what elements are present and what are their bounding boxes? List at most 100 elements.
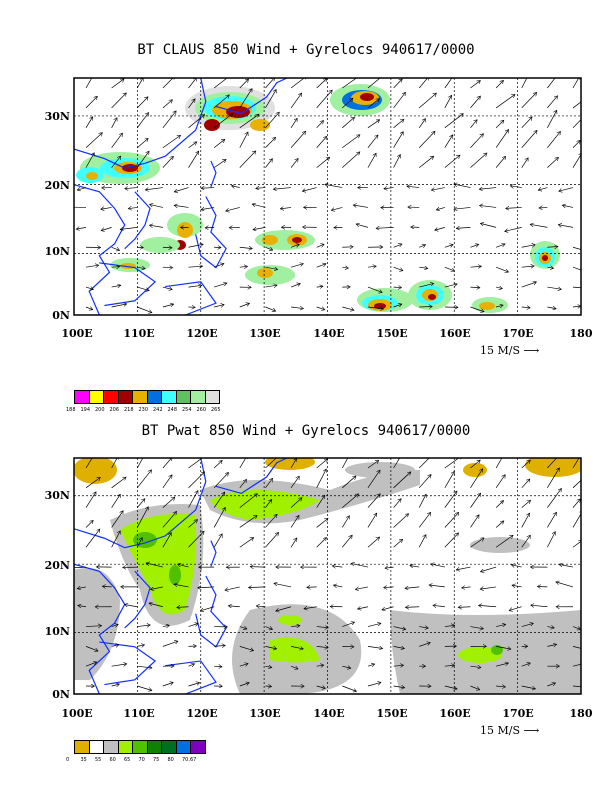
wind-vector: [547, 267, 553, 268]
wind-vector: [393, 499, 402, 508]
wind-vector: [239, 646, 254, 650]
colorbar-swatch: [161, 390, 177, 404]
wind-vector: [521, 479, 530, 489]
coastline: [210, 160, 217, 188]
wind-vector: [393, 304, 402, 308]
wind-vector: [444, 471, 455, 488]
wind-vector: [444, 625, 455, 626]
wind-vector: [85, 117, 94, 129]
wind-vector: [253, 227, 266, 229]
wind-vector: [265, 514, 277, 528]
wind-vector: [496, 646, 511, 649]
wind-vector: [239, 516, 257, 528]
colorbar-label: 248: [167, 407, 178, 413]
wind-vector: [470, 81, 480, 89]
wind-vector: [356, 224, 369, 228]
wind-vector: [547, 644, 556, 646]
wind-vector: [213, 492, 225, 508]
wind-vector: [496, 287, 502, 288]
colorbar-swatch: [117, 740, 133, 754]
wind-vector: [316, 286, 323, 287]
wind-vector: [213, 139, 225, 149]
wind-vector: [213, 472, 228, 489]
wind-vector: [521, 158, 528, 168]
wind-vector: [547, 627, 554, 628]
wind-vector: [479, 205, 497, 207]
colorbar-label: 0: [66, 757, 70, 763]
panel1-title: BT CLAUS 850 Wind + Gyrelocs 940617/0000: [137, 42, 475, 58]
wind-vector: [316, 665, 324, 666]
wind-vector: [77, 188, 87, 191]
wind-vector: [111, 664, 127, 667]
wind-vector: [252, 204, 266, 208]
wind-vector: [85, 626, 102, 627]
wind-vector: [531, 605, 548, 607]
panel1-ytick: 20N: [44, 179, 70, 192]
wind-vector: [162, 497, 175, 508]
wind-vector: [111, 267, 120, 268]
wind-vector: [316, 495, 325, 508]
wind-vector: [521, 500, 531, 508]
panel2-xtick: 110E: [123, 707, 155, 720]
wind-vector: [302, 187, 317, 192]
wind-vector: [572, 458, 581, 469]
wind-vector: [85, 153, 94, 168]
wind-vector: [316, 518, 328, 528]
wind-vector: [111, 494, 121, 508]
wind-vector: [201, 188, 215, 189]
panel1-xtick: 170E: [502, 327, 534, 340]
panel2-ytick: 20N: [44, 559, 70, 572]
wind-vector: [367, 266, 376, 267]
wind-vector: [384, 188, 394, 189]
wind-vector: [213, 113, 233, 129]
wind-vector: [188, 266, 203, 267]
panel1-colorbar: [74, 390, 220, 404]
wind-vector: [276, 606, 292, 611]
wind-vector: [410, 566, 420, 567]
wind-vector: [418, 458, 430, 469]
panel2-reference-vector: 15 M/S ⟶: [480, 724, 539, 737]
arrow-icon: ⟶: [523, 344, 540, 357]
wind-vector: [367, 646, 383, 648]
coastline: [124, 570, 151, 629]
wind-vector: [418, 119, 425, 129]
wind-vector: [510, 186, 522, 188]
wind-vector: [342, 78, 360, 89]
panel2-xtick: 140E: [313, 707, 345, 720]
wind-vector: [357, 607, 369, 609]
wind-vector: [495, 130, 509, 148]
wind-vector: [444, 244, 453, 248]
wind-vector: [111, 133, 123, 148]
wind-vector: [547, 307, 556, 309]
wind-vector: [470, 96, 480, 109]
wind-vector: [393, 119, 404, 129]
panel2-xtick: 160E: [439, 707, 471, 720]
wind-vector: [290, 666, 298, 669]
wind-vector: [265, 499, 271, 508]
wind-vector: [290, 158, 298, 168]
wind-vector: [316, 646, 329, 647]
wind-vector: [162, 100, 173, 109]
wind-vector: [256, 188, 266, 189]
wind-vector: [111, 624, 119, 626]
colorbar-swatch: [161, 740, 177, 754]
wind-vector: [214, 305, 224, 307]
wind-vector: [239, 494, 258, 508]
wind-vector: [495, 94, 515, 109]
panel2-xtick: 120E: [186, 707, 218, 720]
wind-vector: [136, 470, 151, 489]
wind-vector: [342, 152, 360, 168]
wind-vector: [316, 538, 327, 548]
wind-vector: [162, 641, 178, 647]
wind-vector: [547, 131, 560, 148]
wind-vector: [76, 227, 87, 229]
coastline: [165, 281, 217, 315]
wind-vector: [367, 286, 382, 292]
wind-vector: [511, 565, 522, 567]
wind-vector: [111, 118, 117, 128]
wind-vector: [572, 510, 581, 528]
colorbar-label: 188: [66, 407, 76, 413]
wind-vector: [521, 460, 531, 469]
wind-vector: [342, 458, 349, 469]
wind-vector: [572, 663, 581, 667]
